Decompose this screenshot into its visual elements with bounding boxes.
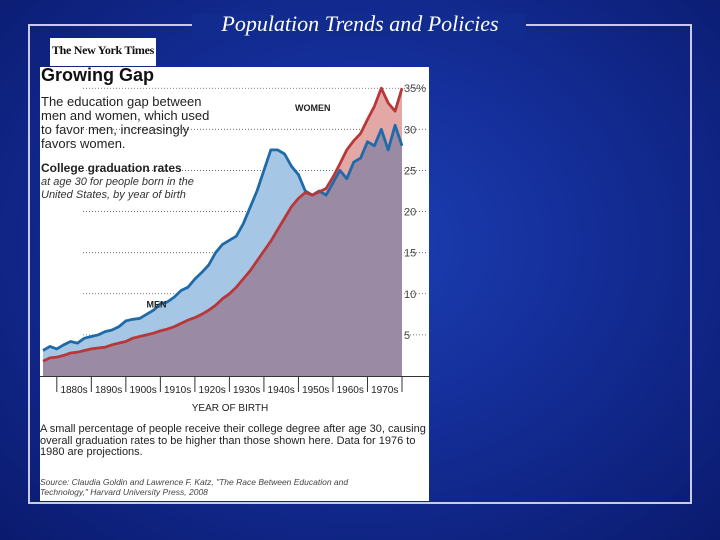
figure-subtitle: The education gap between men and women,…: [41, 94, 210, 151]
x-tick-label: 1950s: [302, 385, 329, 396]
y-tick-label: 5: [404, 330, 410, 342]
x-tick-label: 1930s: [233, 385, 260, 396]
rate-description: at age 30 for people born in the United …: [41, 176, 194, 201]
x-tick-label: 1960s: [337, 385, 364, 396]
x-tick-label: 1910s: [164, 385, 191, 396]
chart-figure: 5 10 15 20 25 30 35% 1880s 1890s 1900s 1910s 1920s 1…: [40, 65, 429, 501]
women-series-label: WOMEN: [295, 103, 331, 113]
men-series-label: MEN: [147, 300, 167, 310]
figure-note: A small percentage of people receive the…: [40, 423, 426, 459]
women-line: [42, 86, 404, 363]
area-chart: 5 10 15 20 25 30 35% 1880s 1890s 1900s 1910s 1920s 1…: [40, 83, 429, 414]
x-tick-label: 1920s: [199, 385, 226, 396]
x-tick-label: 1890s: [95, 385, 122, 396]
x-tick-label: 1880s: [60, 385, 87, 396]
rate-heading: College graduation rates: [41, 161, 182, 175]
y-tick-label: 10: [404, 289, 416, 301]
x-tick-label: 1970s: [371, 385, 398, 396]
figure-source: Source: Claudia Goldin and Lawrence F. K…: [40, 477, 349, 497]
logo-text: The New York Times: [51, 43, 155, 57]
y-tick-label: 15: [404, 248, 416, 260]
slide-title: Population Trends and Policies: [221, 11, 499, 36]
title-mask: [192, 14, 526, 38]
x-tick-label: 1940s: [268, 385, 295, 396]
nyt-logo: The New York Times: [50, 38, 156, 66]
y-tick-label: 20: [404, 207, 416, 219]
y-tick-label: 30: [404, 124, 416, 136]
y-tick-label: 25: [404, 165, 416, 177]
x-axis-title: YEAR OF BIRTH: [192, 403, 269, 414]
y-tick-label: 35%: [404, 83, 426, 95]
men-line: [42, 123, 404, 352]
overlap-area: [43, 125, 402, 376]
x-tick-label: 1900s: [129, 385, 156, 396]
figure-title: Growing Gap: [41, 65, 155, 85]
